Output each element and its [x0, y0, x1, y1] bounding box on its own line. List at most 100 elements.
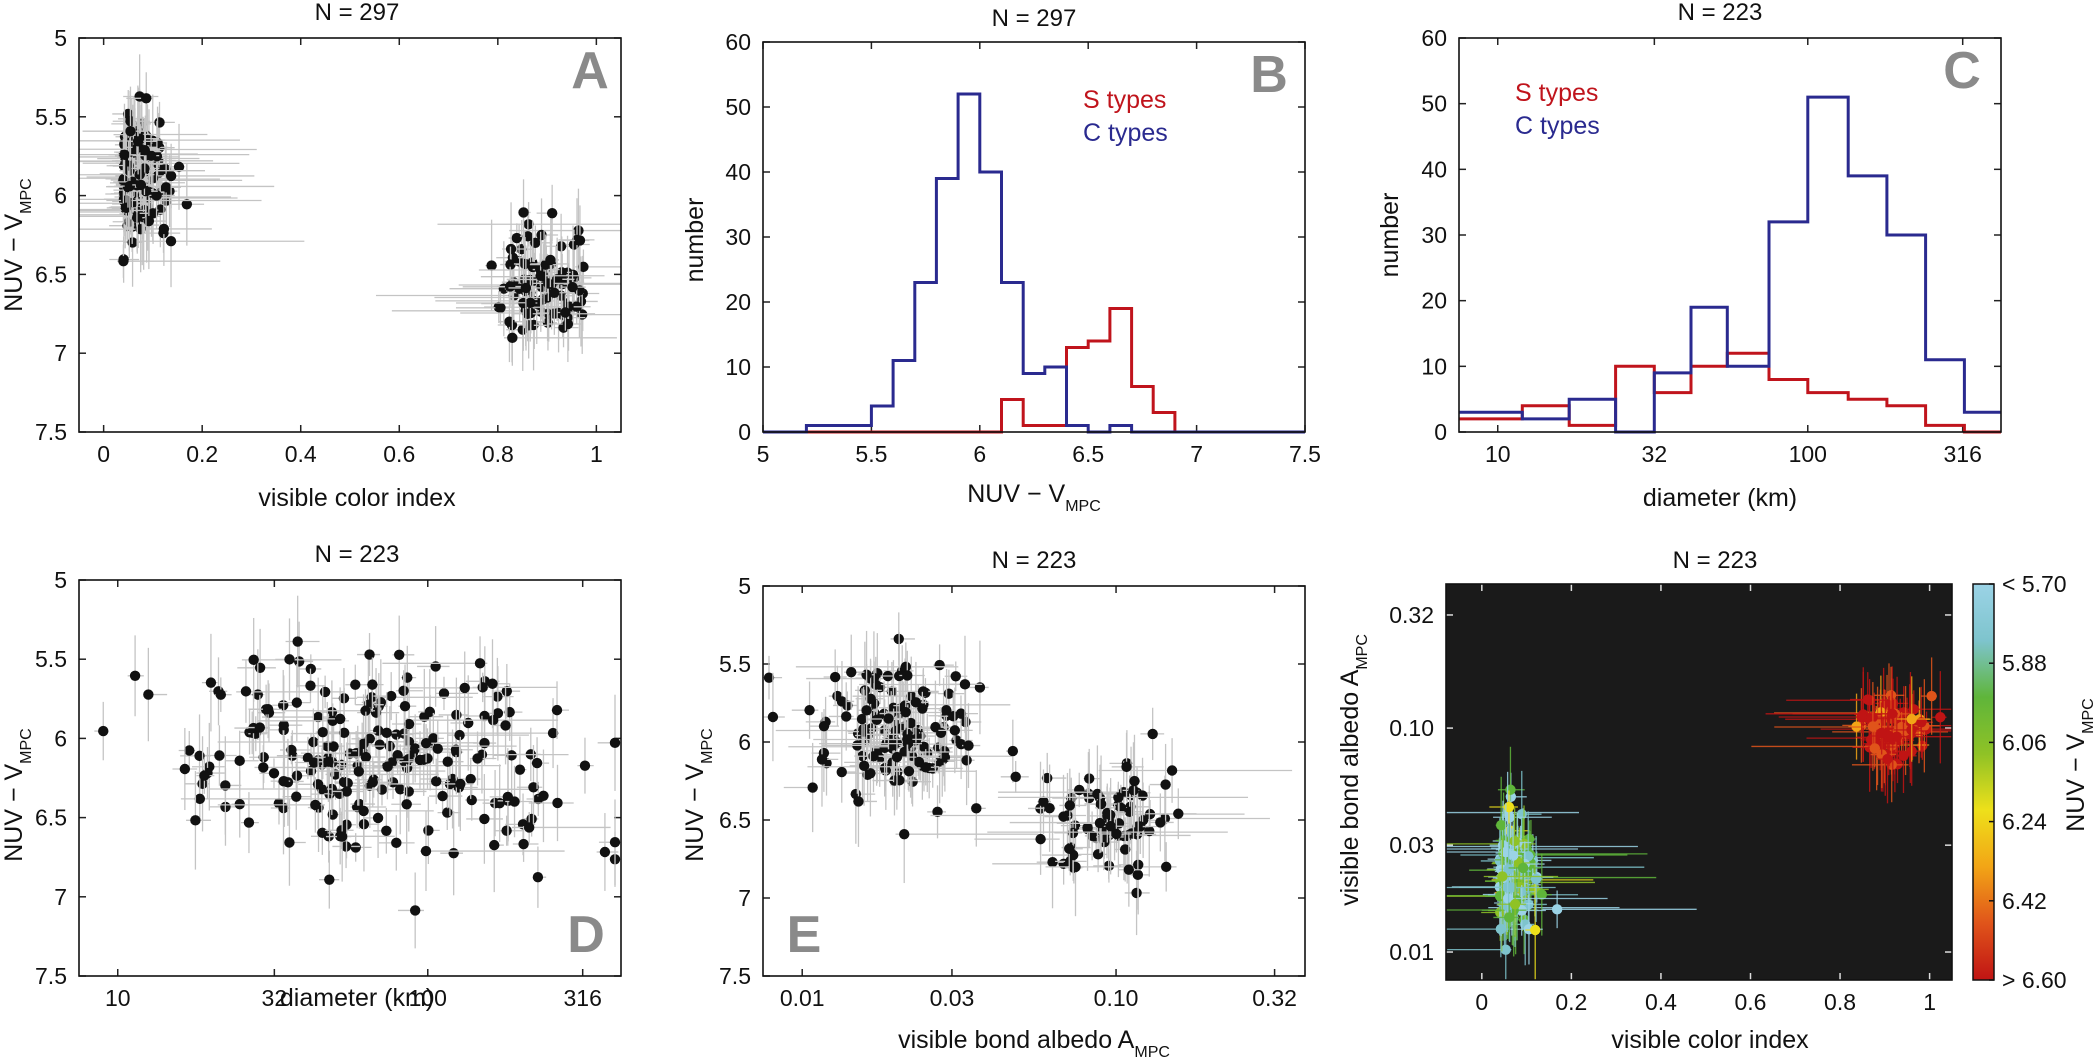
panel-a-xtick-label: 0 [97, 441, 110, 467]
panel-a-data-point [135, 179, 147, 191]
panel-a-data-point [165, 236, 177, 247]
panel-d-data-point [409, 743, 421, 754]
panel-e-data-point [902, 734, 913, 745]
panel-a-data-point [525, 297, 536, 308]
panel-e-xlabel-sub: MPC [1134, 1044, 1170, 1059]
colorbar-bar [1972, 583, 1995, 981]
panel-b-ytick-label: 0 [738, 419, 751, 445]
panel-d-data-point [423, 825, 434, 836]
panel-d-data-point [386, 690, 397, 702]
panel-d-data-point [308, 757, 320, 768]
panel-e-data-point [891, 751, 903, 763]
panel-f-data-point [1926, 690, 1937, 702]
panel-e-data-point [894, 775, 905, 786]
panel-a-data-point [123, 160, 134, 171]
colorbar-tick-label: > 6.60 [2002, 967, 2067, 993]
panel-d-frame [78, 579, 622, 977]
panel-e-data-point [1113, 792, 1124, 803]
panel-a-data-point [143, 215, 155, 227]
panel-b-xlabel: NUV − VMPC [967, 480, 1101, 515]
panel-d-data-point [392, 749, 403, 761]
panel-d-data-point [420, 738, 432, 749]
panel-a-data-point [124, 180, 136, 192]
panel-d-data-point [364, 649, 375, 660]
panel-f-ytick-label: 0.10 [1389, 715, 1434, 741]
panel-f-ylabel: visible bond albedo AMPC [1336, 634, 1371, 906]
panel-d-data-point [437, 790, 448, 802]
panel-e-data-point [1035, 833, 1046, 845]
panel-e-xtick-label: 0.32 [1252, 985, 1297, 1011]
panel-d-data-point [240, 686, 252, 697]
panel-e-data-point [836, 696, 848, 707]
panel-f-data-point [1856, 711, 1867, 723]
panel-d-data-point [268, 768, 280, 779]
panel-e-data-point [934, 659, 945, 671]
panel-e-data-point [950, 671, 961, 682]
panel-a-data-point [567, 281, 578, 293]
panel-d-data-point [214, 750, 225, 761]
panel-a-data-point [504, 281, 516, 292]
panel-e-data-point [1121, 761, 1132, 773]
panel-d-data-point [551, 704, 563, 716]
panel-f-data-point [1509, 835, 1520, 847]
panel-d-data-point [459, 682, 470, 694]
panel-f-data-point [1530, 924, 1541, 936]
panel-e-data-point [888, 740, 899, 751]
panel-c-xlabel: diameter (km) [1643, 484, 1797, 512]
panel-a-xtick-label: 0.6 [383, 441, 415, 467]
panel-d-data-point [531, 757, 543, 769]
panel-d-data-point [338, 776, 350, 788]
panel-c-xtick-label: 316 [1944, 441, 1982, 467]
panel-f-ylabel-main: visible bond albedo A [1336, 669, 1364, 906]
panel-d-data-point [293, 656, 305, 667]
panel-c-frame [1458, 37, 2002, 433]
panel-a-data-point [132, 136, 144, 147]
panel-d-data-point [350, 842, 361, 853]
panel-d-data-point [489, 839, 500, 851]
panel-a-data-point [573, 225, 584, 236]
panel-f-xtick-label: 1 [1923, 989, 1936, 1015]
panel-d-data-point [399, 700, 411, 712]
panel-f-data-point [1882, 753, 1893, 765]
panel-e-data-point [1132, 869, 1144, 881]
panel-d-data-point [312, 779, 324, 790]
panel-d-data-point [424, 706, 435, 718]
panel-d-data-point [350, 679, 361, 690]
panel-e-data-point [948, 711, 959, 722]
colorbar-tick-label: < 5.70 [2002, 571, 2067, 597]
panel-a-data-point [158, 223, 170, 235]
panel-e-data-point [893, 670, 905, 682]
panel-e-data-point [900, 661, 912, 673]
panel-a-ytick-label: 7.5 [35, 419, 67, 445]
panel-e-data-point [1160, 779, 1171, 790]
panel-e-data-point [900, 706, 911, 718]
panel-a-data-point [545, 254, 556, 266]
panel-e-title: N = 223 [992, 547, 1077, 574]
panel-a-data-point [505, 259, 516, 270]
panel-d-data-point [414, 754, 426, 766]
panel-a-xtick-label: 1 [590, 441, 603, 467]
panel-d-data-point [358, 738, 369, 750]
panel-f-data-point [1504, 812, 1516, 823]
colorbar-label-sub: MPC [2080, 698, 2097, 734]
panel-d-data-point [523, 822, 535, 833]
panel-a-data-point [181, 199, 193, 210]
panel-d-data-point [403, 786, 414, 797]
panel-e-data-point [871, 714, 883, 726]
panel-d-ylabel: NUV − VMPC [0, 728, 35, 862]
panel-letter-a: A [571, 42, 609, 100]
panel-d-ytick-label: 5 [54, 567, 67, 593]
panel-f-data-point [1503, 864, 1514, 875]
panel-d-data-point [387, 777, 399, 788]
panel-f-data-point [1886, 708, 1898, 719]
panel-c-legend-s: S types [1515, 79, 1598, 107]
panel-d-data-point [258, 762, 269, 773]
panel-e-data-point [1173, 808, 1184, 819]
panel-a-data-point [578, 261, 589, 273]
panel-b-ytick-label: 20 [725, 289, 751, 315]
panel-b-xtick-label: 6 [973, 441, 986, 467]
panel-e-data-point [899, 829, 910, 840]
panel-e-data-point [846, 667, 857, 678]
panel-f-frame [1445, 583, 1953, 981]
panel-d-data-point [487, 714, 499, 726]
